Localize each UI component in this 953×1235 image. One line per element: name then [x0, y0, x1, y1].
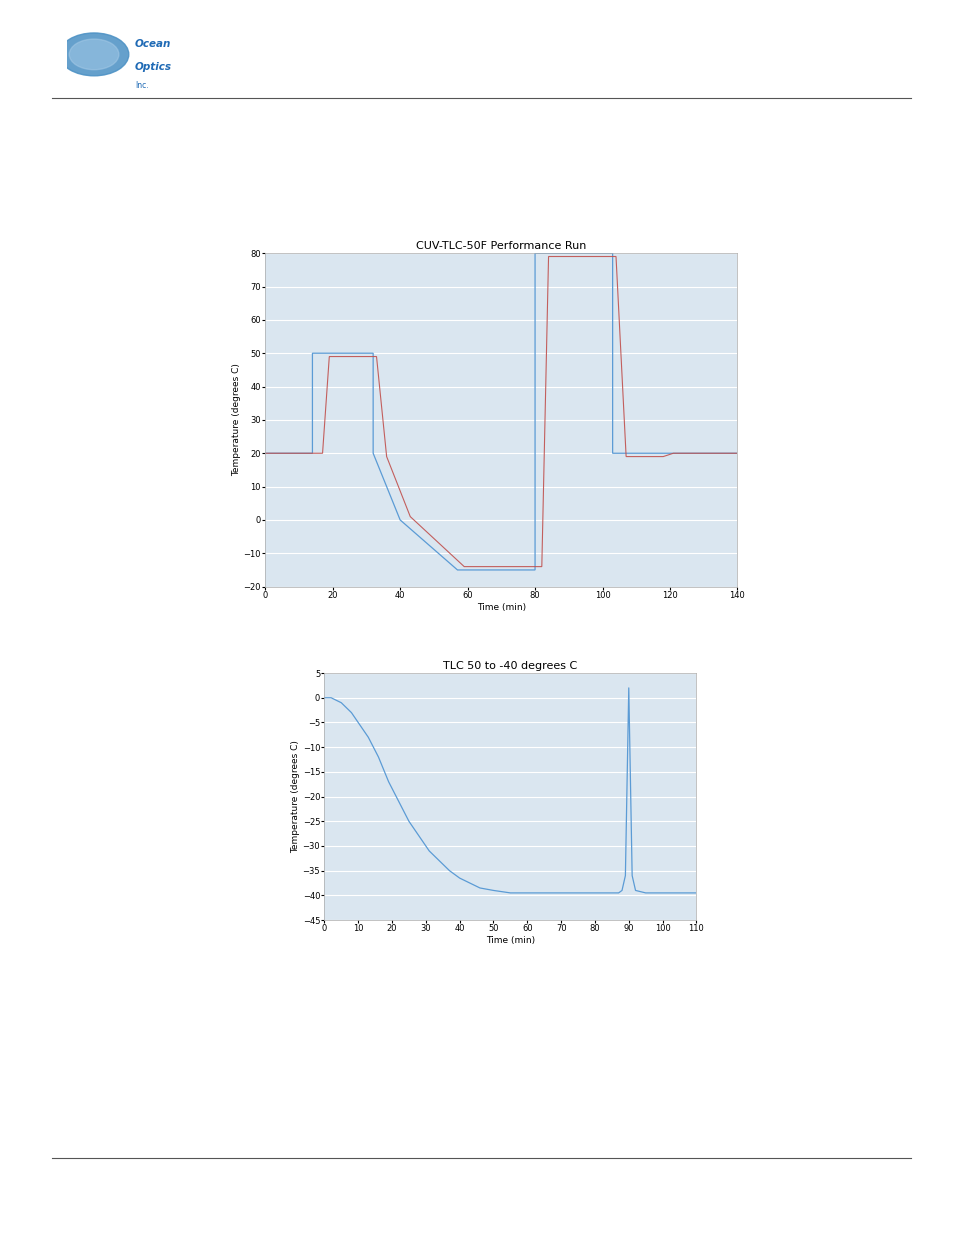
Text: Inc.: Inc. [135, 80, 149, 89]
Title: TLC 50 to -40 degrees C: TLC 50 to -40 degrees C [443, 661, 577, 671]
X-axis label: Time (min): Time (min) [476, 603, 525, 611]
Text: Ocean: Ocean [135, 38, 172, 48]
Title: CUV-TLC-50F Performance Run: CUV-TLC-50F Performance Run [416, 241, 586, 251]
Circle shape [70, 40, 119, 69]
Y-axis label: Temperature (degrees C): Temperature (degrees C) [232, 363, 240, 477]
Y-axis label: Temperature (degrees C): Temperature (degrees C) [291, 740, 299, 853]
Text: Optics: Optics [135, 62, 172, 72]
Circle shape [59, 33, 129, 75]
X-axis label: Time (min): Time (min) [485, 936, 535, 945]
